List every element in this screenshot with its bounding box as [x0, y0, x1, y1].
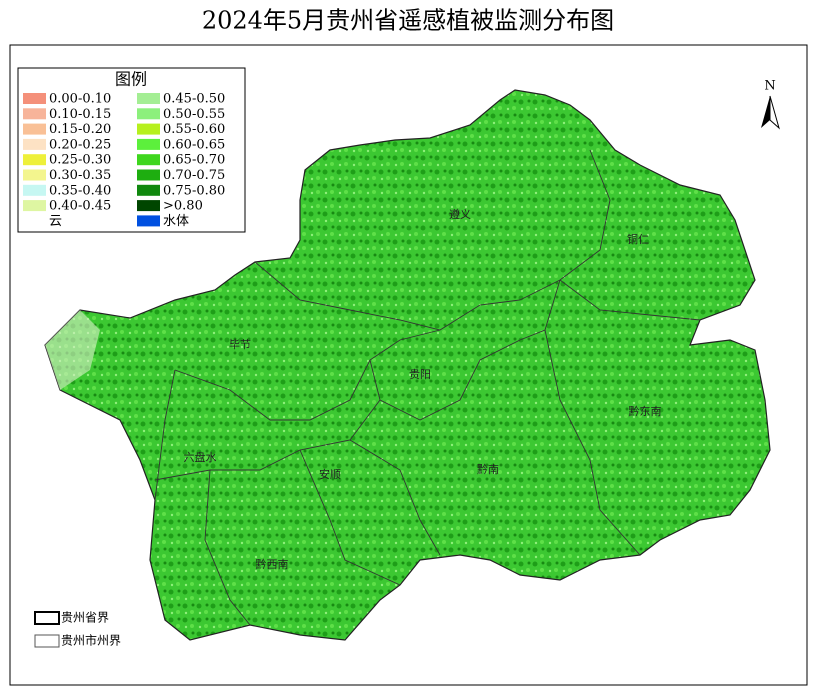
legend-label: 0.35-0.40 [49, 183, 111, 198]
legend-label: 水体 [163, 214, 189, 229]
legend-swatch [23, 108, 46, 120]
province-area [44, 89, 771, 641]
region-label: 遵义 [449, 207, 471, 221]
legend-label: 0.30-0.35 [49, 168, 111, 183]
sparse-area [45, 310, 100, 390]
legend-label: 0.60-0.65 [163, 137, 225, 152]
legend-label: 0.10-0.15 [49, 107, 111, 122]
north-arrow: N [761, 79, 780, 130]
legend-label: 0.50-0.55 [163, 107, 225, 122]
legend-swatch [137, 215, 160, 227]
map-frame [9, 44, 808, 686]
legend-swatch [137, 123, 160, 135]
legend-swatch [137, 108, 160, 120]
province-boundary-label: 贵州省界 [61, 611, 109, 625]
legend-swatch [23, 184, 46, 196]
legend-label: 0.70-0.75 [163, 168, 225, 183]
legend-swatch [23, 123, 46, 135]
region-label: 黔西南 [256, 557, 289, 571]
legend-swatch [23, 200, 46, 212]
legend-swatch [137, 200, 160, 212]
region-label: 铜仁 [627, 232, 649, 246]
legend-swatch [23, 138, 46, 150]
legend-swatch [137, 93, 160, 104]
legend-label: 0.25-0.30 [49, 153, 111, 168]
prefecture-boundary-label: 贵州市州界 [61, 633, 121, 648]
region-label: 黔东南 [629, 404, 662, 418]
legend-label: 0.55-0.60 [163, 122, 225, 137]
region-label: 六盘水 [184, 450, 217, 464]
legend-label: 0.75-0.80 [163, 183, 225, 198]
legend-swatch [137, 184, 160, 196]
region-label: 安顺 [319, 467, 341, 481]
region-label: 贵阳 [409, 368, 431, 381]
legend-swatch [23, 154, 46, 166]
legend-swatch [137, 138, 160, 150]
north-label: N [764, 79, 775, 94]
boundary-legend: 贵州省界 贵州市州界 [34, 611, 121, 648]
legend-label: 0.20-0.25 [49, 137, 111, 152]
region-label: 黔南 [477, 462, 499, 476]
legend-title: 图例 [115, 70, 147, 89]
legend-label: 0.45-0.50 [163, 92, 225, 107]
legend-swatch [23, 93, 46, 104]
legend-label: 0.15-0.20 [49, 122, 111, 137]
map-title: 2024年5月贵州省遥感植被监测分布图 [202, 7, 614, 35]
legend-label: 0.00-0.10 [49, 92, 111, 107]
legend-label: 0.65-0.70 [163, 153, 225, 168]
legend-label: 云 [49, 214, 62, 229]
region-label: 毕节 [229, 338, 251, 351]
legend-label: 0.40-0.45 [49, 199, 111, 214]
legend-swatch [137, 169, 160, 181]
legend-label: >0.80 [163, 199, 203, 214]
prefecture-boundaries [154, 149, 701, 626]
legend-swatch [23, 169, 46, 181]
legend-box [17, 67, 246, 233]
legend-swatch [137, 154, 160, 166]
